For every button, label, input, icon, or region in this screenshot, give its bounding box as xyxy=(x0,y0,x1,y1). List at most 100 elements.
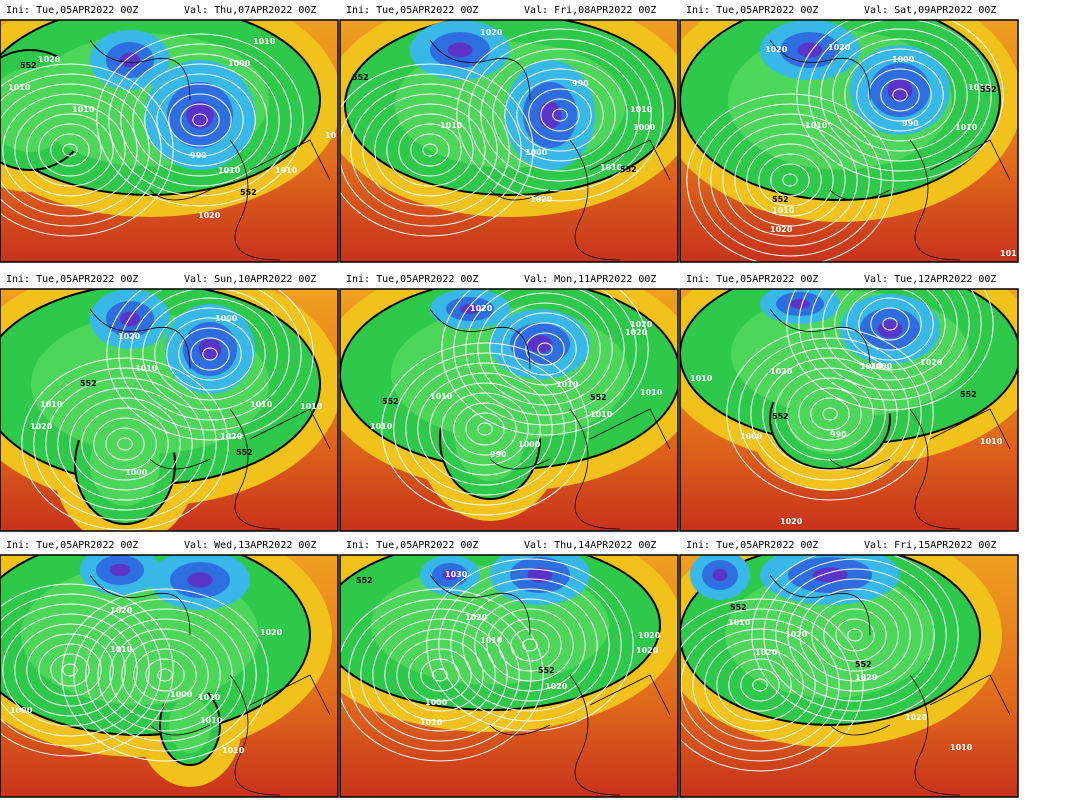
isobar xyxy=(704,638,816,732)
isobar xyxy=(61,588,269,762)
weather-map: 1010 1020 1010 552 1000 990 1000 1020 552 1010 102… xyxy=(680,289,1018,531)
isobar xyxy=(0,73,162,227)
contour-label: 1020 xyxy=(198,211,221,220)
isobar xyxy=(81,407,169,481)
isobar xyxy=(180,103,220,137)
isobar xyxy=(0,63,174,237)
cold-center xyxy=(187,572,213,588)
contour-label: 1000 xyxy=(125,468,148,477)
isobar xyxy=(441,392,529,466)
isobar xyxy=(692,628,828,742)
contour-label: 552 xyxy=(240,188,257,197)
contour-label: 1020 xyxy=(770,225,793,234)
weather-map: 552 1030 1020 1010 1000 1010 552 1020 1020 1020 xyxy=(340,555,678,797)
weather-map: 1020 1000 1010 552 1010 1020 1010 1000 1020 552 10… xyxy=(0,289,338,531)
isobar xyxy=(775,568,935,702)
isobar xyxy=(97,618,233,732)
contour-label: 1010 xyxy=(968,83,991,92)
isobar xyxy=(489,302,601,396)
isobar xyxy=(787,578,923,692)
contour-label: 1020 xyxy=(470,304,493,313)
isobar xyxy=(372,618,508,732)
isobar xyxy=(465,412,505,446)
valid-time: Val: Thu,14APR2022 00Z xyxy=(524,540,656,551)
cold-center xyxy=(447,42,473,58)
valid-time: Val: Mon,11APR2022 00Z xyxy=(524,274,656,285)
cold-center xyxy=(198,337,222,361)
contour-label: 1020 xyxy=(636,646,659,655)
trough-inner xyxy=(0,68,72,152)
isobar xyxy=(192,113,208,127)
trough-inner xyxy=(788,384,872,454)
isobar xyxy=(892,88,908,102)
contour-label: 552 xyxy=(590,393,607,402)
contour-label: 1010 xyxy=(198,693,221,702)
contour-label: 1010 xyxy=(440,121,463,130)
isobar xyxy=(105,427,145,461)
cold-center xyxy=(538,101,562,129)
contour-label: 990 xyxy=(190,151,207,160)
contour-label: 1010 xyxy=(420,718,443,727)
isobar xyxy=(786,377,874,451)
isobar xyxy=(154,307,266,401)
isobar xyxy=(14,103,126,197)
contour-label: 1020 xyxy=(260,628,283,637)
isobar xyxy=(726,327,934,501)
isobar xyxy=(680,598,864,772)
contour-label: 552 xyxy=(352,73,369,82)
isobar xyxy=(362,93,498,207)
cold-center xyxy=(712,568,728,582)
contour-label: 1020 xyxy=(30,422,53,431)
contour-label: 1020 xyxy=(855,673,878,682)
contour-label: 990 xyxy=(830,430,847,439)
contour-label: 1010 xyxy=(480,636,503,645)
weather-map: 1020102055210101010101099010005521010101… xyxy=(340,289,678,531)
cold-center xyxy=(797,42,823,58)
isobar xyxy=(142,297,278,411)
contour-label: 1010 xyxy=(955,123,978,132)
isobar xyxy=(480,48,640,182)
isobar xyxy=(680,608,852,762)
isobar xyxy=(408,648,472,702)
isobar xyxy=(501,312,589,386)
contour-label: 1020 xyxy=(755,648,778,657)
isobar xyxy=(846,289,934,361)
isobar xyxy=(751,555,959,722)
isobar xyxy=(450,578,610,712)
isobar xyxy=(516,78,604,152)
isobar xyxy=(746,143,834,217)
coastline xyxy=(769,39,1011,261)
isobar xyxy=(786,289,994,411)
coastline xyxy=(429,308,671,530)
contour-label: 1020 xyxy=(110,606,133,615)
isobar xyxy=(465,289,625,416)
isobar xyxy=(405,362,565,496)
isobar xyxy=(504,68,616,162)
contour-label: 1020 xyxy=(118,332,141,341)
contour-label: 1010 xyxy=(630,105,653,114)
contour-label: 1020 xyxy=(625,328,648,337)
isobar xyxy=(770,163,810,197)
contour-label: 1020 xyxy=(905,713,928,722)
isobar xyxy=(50,653,90,687)
coastline xyxy=(429,574,671,796)
isobar xyxy=(462,588,598,702)
contour-label: 1010 xyxy=(728,618,751,627)
isobar xyxy=(758,153,822,207)
contour-label: 1010 xyxy=(253,37,276,46)
weather-map: 1020 1010 1020 1000 1000 1010 1010 1010 xyxy=(0,555,338,797)
isobar xyxy=(26,633,114,707)
contour-label: 1020 xyxy=(630,320,653,329)
isobar xyxy=(441,289,649,436)
isobar xyxy=(477,292,613,406)
isobar xyxy=(144,73,256,167)
isobar xyxy=(156,83,244,157)
isobar xyxy=(492,58,628,172)
contour-label: 1020 xyxy=(828,43,851,52)
isobar xyxy=(799,588,911,682)
contour-label: 552 xyxy=(855,660,872,669)
isobar xyxy=(57,387,193,501)
contour-label: 1020 xyxy=(765,45,788,54)
isobar xyxy=(522,638,538,652)
isobar xyxy=(108,43,292,197)
